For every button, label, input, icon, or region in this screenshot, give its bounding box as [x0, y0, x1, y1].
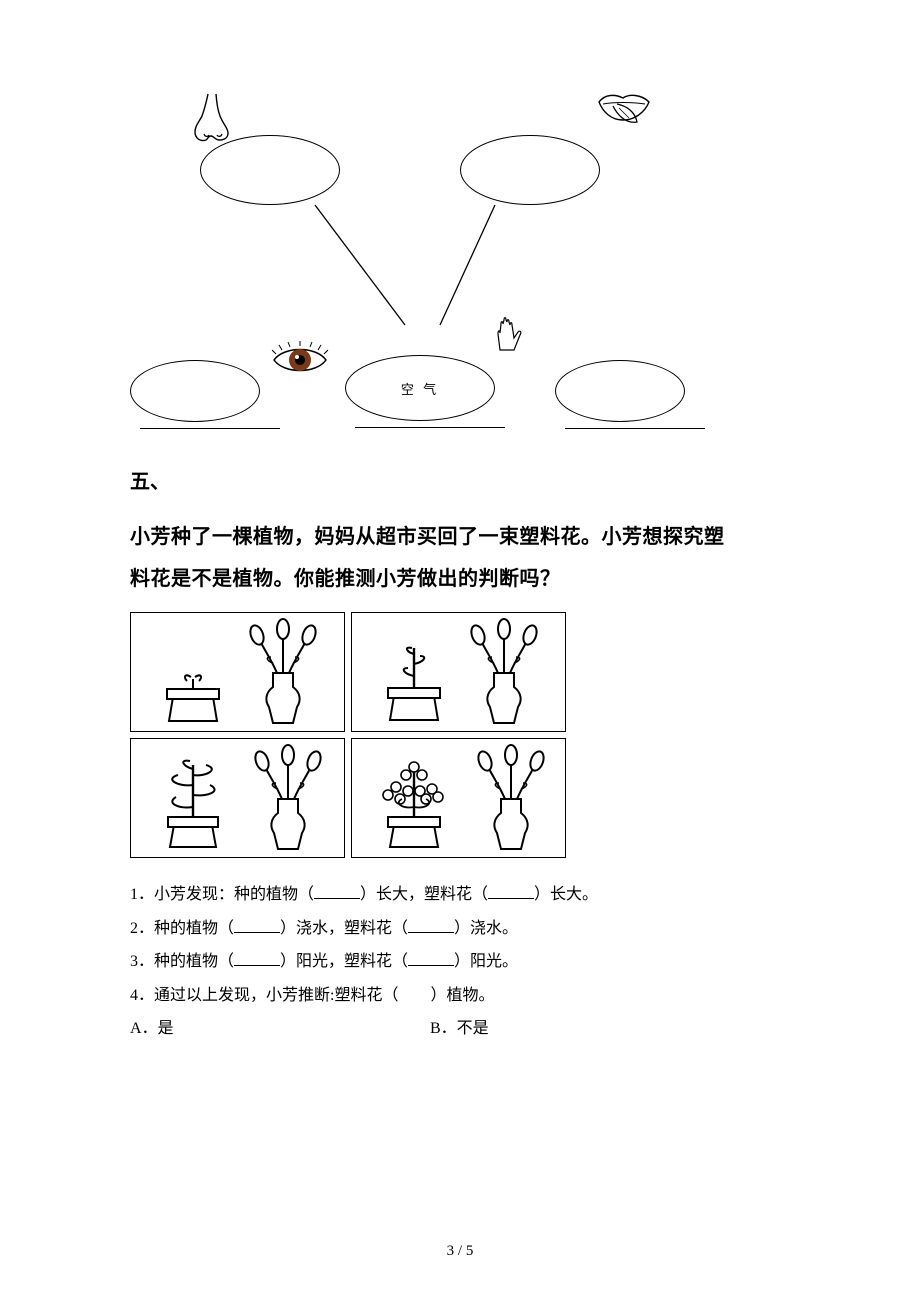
page-number: 3 / 5	[0, 1243, 920, 1260]
blank[interactable]	[234, 950, 280, 966]
hand-icon	[490, 308, 526, 354]
q2-part-c: ）浇水。	[454, 920, 518, 937]
prompt-line-2: 料花是不是植物。你能推测小芳做出的判断吗？	[130, 558, 790, 600]
question-2: 2．种的植物（ ）浇水，塑料花（ ）浇水。	[130, 912, 790, 946]
q1-part-b: ）长大，塑料花（	[360, 886, 488, 903]
question-3: 3．种的植物（ ）阳光，塑料花（ ）阳光。	[130, 945, 790, 979]
pot-seedling-icon	[374, 620, 454, 725]
vase-flowers-icon	[243, 615, 323, 725]
q2-part-b: ）浇水，塑料花（	[280, 920, 408, 937]
pot-flowering-icon	[366, 741, 461, 851]
q1-part-a: 1．小芳发现：种的植物（	[130, 886, 314, 903]
grid-cell-1	[130, 612, 345, 732]
prompt-line-1: 小芳种了一棵植物，妈妈从超市买回了一束塑料花。小芳想探究塑	[130, 516, 790, 558]
underline-center	[355, 427, 505, 428]
q3-part-a: 3．种的植物（	[130, 953, 234, 970]
section-number: 五、	[130, 465, 790, 494]
vase-flowers-icon	[464, 615, 544, 725]
q3-part-b: ）阳光，塑料花（	[280, 953, 408, 970]
choice-b: B．不是	[430, 1012, 489, 1046]
pot-leafy-icon	[148, 743, 238, 851]
eye-icon	[270, 340, 330, 380]
senses-diagram: 空 气	[130, 90, 790, 430]
vase-flowers-icon	[471, 741, 551, 851]
question-4: 4．通过以上发现，小芳推断:塑料花（ ）植物。	[130, 979, 790, 1013]
vase-flowers-icon	[248, 741, 328, 851]
choice-row: A．是 B．不是	[130, 1012, 790, 1046]
grid-cell-4	[351, 738, 566, 858]
ellipse-hand	[555, 360, 685, 422]
blank[interactable]	[314, 883, 360, 899]
ellipse-eye	[130, 360, 260, 422]
choice-a: A．是	[130, 1012, 430, 1046]
q3-part-c: ）阳光。	[454, 953, 518, 970]
question-list: 1．小芳发现：种的植物（ ）长大，塑料花（ ）长大。 2．种的植物（ ）浇水，塑料花（…	[130, 878, 790, 1046]
page: 空 气 五、 小芳种了一棵植物，妈妈从超市买回了一束塑料花。小芳想探究塑 料花是…	[0, 0, 920, 1302]
plant-comparison-grid	[130, 612, 580, 858]
center-label: 空 气	[401, 379, 439, 398]
ellipse-center: 空 气	[345, 355, 495, 421]
grid-cell-3	[130, 738, 345, 858]
blank[interactable]	[408, 950, 454, 966]
blank[interactable]	[408, 917, 454, 933]
blank[interactable]	[234, 917, 280, 933]
underline-hand	[565, 428, 705, 429]
blank[interactable]	[488, 883, 534, 899]
q2-part-a: 2．种的植物（	[130, 920, 234, 937]
pot-sprout-icon	[153, 625, 233, 725]
question-1: 1．小芳发现：种的植物（ ）长大，塑料花（ ）长大。	[130, 878, 790, 912]
q1-part-c: ）长大。	[534, 886, 598, 903]
section-prompt: 小芳种了一棵植物，妈妈从超市买回了一束塑料花。小芳想探究塑 料花是不是植物。你能…	[130, 516, 790, 600]
underline-eye	[140, 428, 280, 429]
grid-cell-2	[351, 612, 566, 732]
